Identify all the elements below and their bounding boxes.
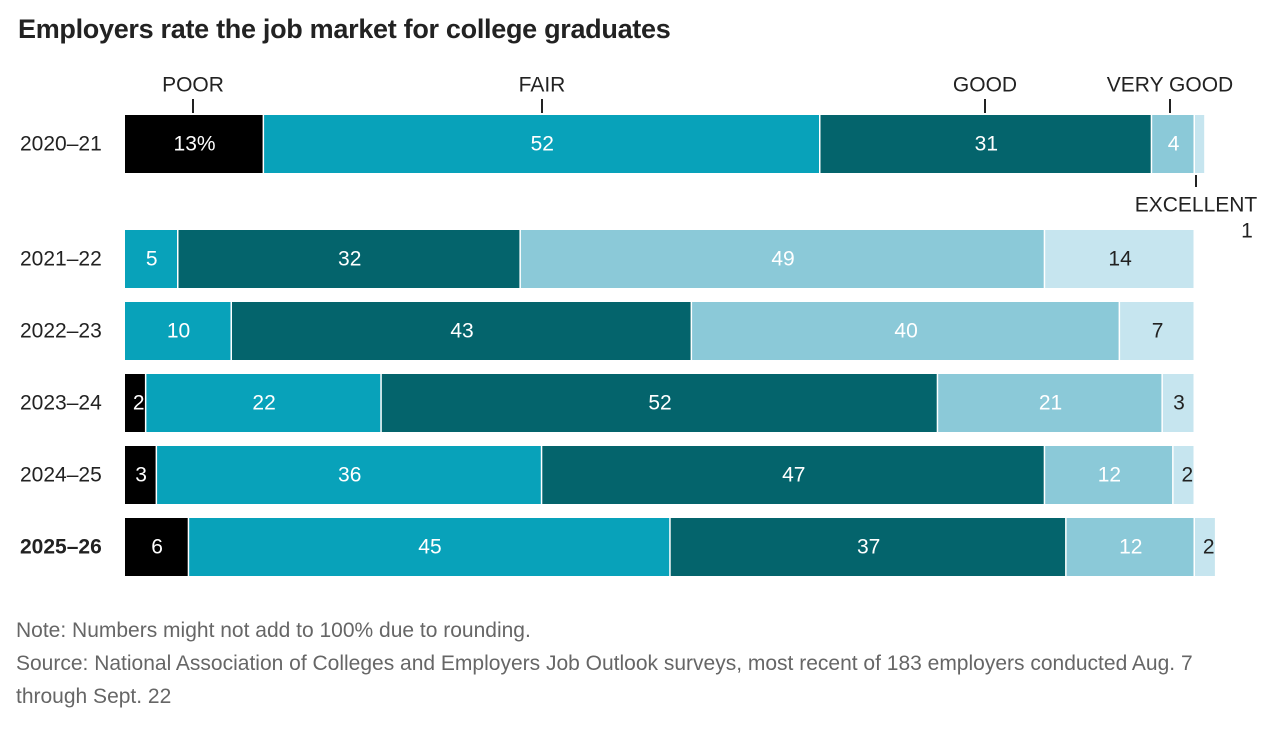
bar-segment [692,302,1119,360]
data-label: 52 [648,392,671,415]
category-label: 2025–26 [20,536,102,559]
bar-segment [264,115,820,173]
data-label: 10 [167,320,190,343]
legend-label: VERY GOOD [1107,74,1233,97]
bar-segment [1120,302,1194,360]
bar-segment [125,230,177,288]
data-label: 22 [252,392,275,415]
bar-segment [157,446,541,504]
bar-segment [125,302,231,360]
data-label: 2 [133,392,145,415]
bar-segment [189,518,670,576]
bar-segment [938,374,1162,432]
data-label: 32 [338,248,361,271]
bar-segment [820,115,1151,173]
data-label: 45 [418,536,441,559]
bar-segment [381,374,937,432]
data-label: 7 [1152,320,1164,343]
data-label: 2 [1203,536,1215,559]
data-label: 12 [1119,536,1142,559]
category-label: 2023–24 [20,392,102,415]
data-label: 52 [531,133,554,156]
bar-segment [125,518,188,576]
data-label: 12 [1098,464,1121,487]
category-label: 2022–23 [20,320,102,343]
data-label: 2 [1181,464,1193,487]
bar-segment [542,446,1044,504]
data-label: 49 [771,248,794,271]
bar-segment [232,302,691,360]
data-label: 36 [338,464,361,487]
bar-segment [1195,518,1215,576]
data-label: 31 [975,133,998,156]
note-text: Note: Numbers might not add to 100% due … [16,619,531,642]
category-label: 2024–25 [20,464,102,487]
data-label: 40 [894,320,917,343]
data-label: 6 [151,536,163,559]
bar-segment [1162,374,1194,432]
bar-segment [125,115,263,173]
bar-segment [125,374,145,432]
data-label: 1 [1241,220,1253,243]
data-label: 3 [1173,392,1185,415]
data-label: 4 [1168,133,1180,156]
data-label: 13% [174,133,216,156]
legend-label: EXCELLENT [1135,194,1258,217]
bar-segment [520,230,1044,288]
legend-label: POOR [162,74,224,97]
chart-notes: Note: Numbers might not add to 100% due … [16,614,1256,713]
bar-segment [1152,115,1194,173]
data-label: 47 [782,464,805,487]
bar-segment [146,374,381,432]
data-label: 5 [146,248,158,271]
bar-segment [125,446,156,504]
bar-segment [1045,446,1173,504]
category-label: 2020–21 [20,133,102,156]
bar-segment [1195,115,1205,173]
chart-title: Employers rate the job market for colleg… [18,14,671,44]
bar-segment [1173,446,1194,504]
bar-segment [670,518,1066,576]
legend-label: FAIR [519,74,566,97]
source-text: Source: National Association of Colleges… [16,652,1193,708]
data-label: 37 [857,536,880,559]
bar-segment [1066,518,1194,576]
data-label: 3 [135,464,147,487]
data-label: 14 [1108,248,1132,271]
data-label: 21 [1039,392,1062,415]
data-label: 43 [450,320,473,343]
category-label: 2021–22 [20,248,102,271]
legend-label: GOOD [953,74,1017,97]
bar-segment [1045,230,1194,288]
bar-segment [178,230,520,288]
